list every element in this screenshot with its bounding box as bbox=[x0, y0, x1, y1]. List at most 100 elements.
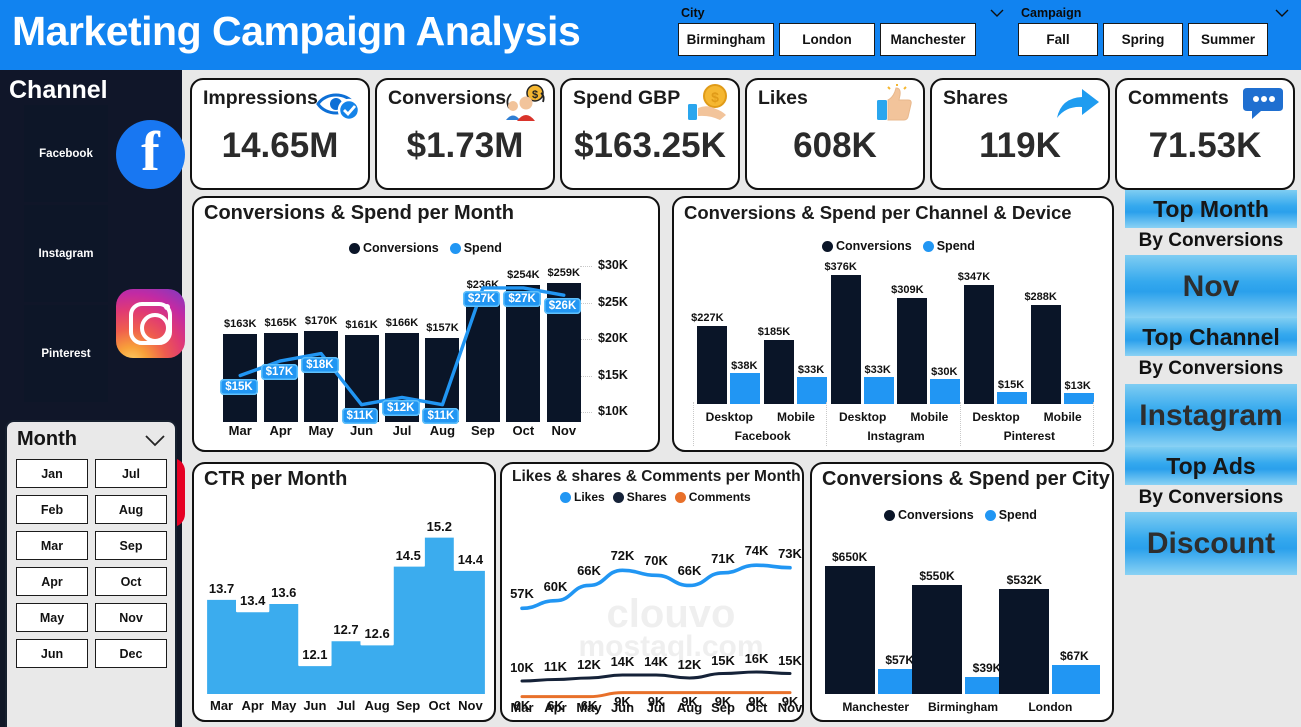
bar-conversions[interactable] bbox=[999, 589, 1050, 694]
bar-value-label: $532K bbox=[1006, 573, 1043, 587]
month-option-apr[interactable]: Apr bbox=[16, 567, 88, 596]
bar-spend[interactable] bbox=[1063, 393, 1094, 404]
data-point-label: 13.6 bbox=[271, 584, 297, 600]
bar-conversions[interactable] bbox=[506, 285, 541, 422]
bar-conversions[interactable] bbox=[697, 325, 728, 404]
chevron-down-icon[interactable] bbox=[990, 8, 1004, 18]
campaign-slicer-options: Fall Spring Summer bbox=[1018, 23, 1293, 56]
likes-point-label: 66K bbox=[577, 563, 601, 579]
month-option-sep[interactable]: Sep bbox=[95, 531, 167, 560]
spend-line-series bbox=[238, 286, 566, 407]
comments-point-label: 6K bbox=[513, 697, 531, 713]
city-option-0[interactable]: Birmingham bbox=[678, 23, 774, 56]
top-channel-title[interactable]: Top Channel bbox=[1125, 318, 1297, 357]
top-ads-subtitle: By Conversions bbox=[1138, 486, 1284, 508]
bar-value-label: $185K bbox=[757, 326, 791, 339]
spend-value-pill: $18K bbox=[301, 356, 339, 373]
bar-conversions[interactable] bbox=[964, 284, 994, 404]
kpi-card-impressions[interactable]: Impressions 14.65M bbox=[190, 78, 370, 190]
month-option-oct[interactable]: Oct bbox=[95, 567, 167, 596]
city-option-2[interactable]: Manchester bbox=[880, 23, 976, 56]
likes-point-label: 74K bbox=[744, 543, 769, 559]
comments-point-label: 9K bbox=[748, 693, 765, 709]
chart-plot-area: $227K $38K Desktop $185K $33K Mobile $376K $33K… bbox=[682, 256, 1108, 448]
channel-item-instagram[interactable]: Instagram bbox=[24, 205, 108, 302]
x-axis-tick-label: Jun bbox=[349, 423, 374, 438]
kpi-card-shares[interactable]: Shares 119K bbox=[930, 78, 1110, 190]
chart-plot-area: $650K $57K Manchester $550K $39K Birmingham $5… bbox=[820, 530, 1108, 720]
bar-conversions[interactable] bbox=[764, 340, 794, 404]
group-separator bbox=[1093, 402, 1094, 446]
campaign-option-0[interactable]: Fall bbox=[1018, 23, 1098, 56]
city-slicer[interactable]: City Birmingham London Manchester bbox=[678, 6, 1008, 56]
bar-value-label: $165K bbox=[264, 317, 297, 330]
bar-conversions[interactable] bbox=[912, 585, 962, 694]
month-option-jul[interactable]: Jul bbox=[95, 459, 167, 488]
shares-point-label: 14K bbox=[610, 654, 635, 669]
legend-swatch-spend bbox=[922, 240, 934, 252]
city-option-1[interactable]: London bbox=[779, 23, 875, 56]
kpi-card-conversions[interactable]: Conversions $ $1.73M bbox=[375, 78, 555, 190]
bar-conversions[interactable] bbox=[830, 274, 861, 404]
month-option-jan[interactable]: Jan bbox=[16, 459, 88, 488]
y-axis-tick-label: $10K bbox=[598, 404, 628, 418]
chart-plot-area: 13.7 Mar 13.4 Apr 13.6 May 12.1 Jun 12.7 Jul 12.6 A… bbox=[200, 498, 492, 720]
bar-value-label: $254K bbox=[507, 269, 540, 282]
campaign-option-2[interactable]: Summer bbox=[1188, 23, 1268, 56]
kpi-card-comments[interactable]: Comments 71.53K bbox=[1115, 78, 1295, 190]
kpi-card-spend-gbp[interactable]: Spend GBP $ $163.25K bbox=[560, 78, 740, 190]
x-axis-tick-label: Mar bbox=[510, 700, 534, 715]
bar-conversions[interactable] bbox=[897, 297, 928, 404]
kpi-card-likes[interactable]: Likes 608K bbox=[745, 78, 925, 190]
shares-point-label: 12K bbox=[577, 657, 601, 672]
month-slicer[interactable]: Month Jan Jul Feb Aug Mar Sep Apr Oct Ma… bbox=[5, 420, 177, 727]
legend-label: Spend bbox=[463, 241, 502, 255]
channel-sidebar: Channel Facebook Instagram Pinterest f P… bbox=[0, 70, 185, 727]
facebook-icon[interactable]: f bbox=[116, 120, 185, 189]
bar-spend[interactable] bbox=[930, 379, 961, 404]
month-option-aug[interactable]: Aug bbox=[95, 495, 167, 524]
bar-spend[interactable] bbox=[1052, 664, 1101, 694]
bar-spend[interactable] bbox=[730, 372, 761, 404]
likes-point-label: 70K bbox=[644, 553, 668, 569]
campaign-option-1[interactable]: Spring bbox=[1103, 23, 1183, 56]
legend-label: Shares bbox=[626, 490, 667, 504]
x-axis-tick-label: Manchester bbox=[842, 700, 910, 714]
bar-spend[interactable] bbox=[797, 376, 827, 404]
top-performers-panel: Top Month By Conversions Nov Top Channel… bbox=[1125, 190, 1297, 576]
bar-conversions[interactable] bbox=[824, 565, 875, 694]
month-slicer-title: Month bbox=[17, 428, 77, 450]
top-month-title[interactable]: Top Month bbox=[1125, 190, 1297, 228]
bar-conversions[interactable] bbox=[304, 330, 339, 422]
bar-conversions[interactable] bbox=[223, 334, 258, 422]
bar-spend[interactable] bbox=[997, 391, 1027, 404]
month-option-feb[interactable]: Feb bbox=[16, 495, 88, 524]
x-axis-tick-label: Mar bbox=[228, 423, 252, 438]
chevron-down-icon[interactable] bbox=[145, 434, 165, 452]
bar-conversions[interactable] bbox=[344, 335, 379, 422]
month-option-dec[interactable]: Dec bbox=[95, 639, 167, 668]
x-axis-tick-label: Jul bbox=[336, 698, 356, 713]
data-point-label: 14.4 bbox=[457, 551, 484, 567]
bar-value-label: $550K bbox=[919, 569, 955, 584]
bar-conversions[interactable] bbox=[1030, 304, 1061, 404]
top-channel-value: Instagram bbox=[1125, 383, 1297, 447]
x-axis-device-label: Mobile bbox=[1043, 410, 1082, 424]
spend-value-pill: $26K bbox=[543, 298, 582, 315]
instagram-icon[interactable] bbox=[116, 289, 185, 358]
campaign-slicer[interactable]: Campaign Fall Spring Summer bbox=[1018, 6, 1293, 56]
month-option-jun[interactable]: Jun bbox=[16, 639, 88, 668]
channel-slicer-panel: Channel Facebook Instagram Pinterest f P bbox=[0, 70, 185, 527]
channel-item-facebook[interactable]: Facebook bbox=[24, 105, 108, 202]
month-option-nov[interactable]: Nov bbox=[95, 603, 167, 632]
legend-label: Spend bbox=[936, 239, 975, 253]
top-ads-title[interactable]: Top Ads bbox=[1125, 446, 1297, 485]
x-axis-tick-label: Apr bbox=[544, 700, 567, 715]
chevron-down-icon[interactable] bbox=[1275, 8, 1289, 18]
month-option-mar[interactable]: Mar bbox=[16, 531, 88, 560]
x-axis-tick-label: Apr bbox=[269, 423, 292, 438]
chart-ctr-month: CTR per Month 13.7 Mar 13.4 Apr 13.6 May 12.1 J… bbox=[192, 462, 496, 722]
bar-spend[interactable] bbox=[863, 376, 894, 404]
month-option-may[interactable]: May bbox=[16, 603, 88, 632]
channel-item-pinterest[interactable]: Pinterest bbox=[24, 305, 108, 402]
